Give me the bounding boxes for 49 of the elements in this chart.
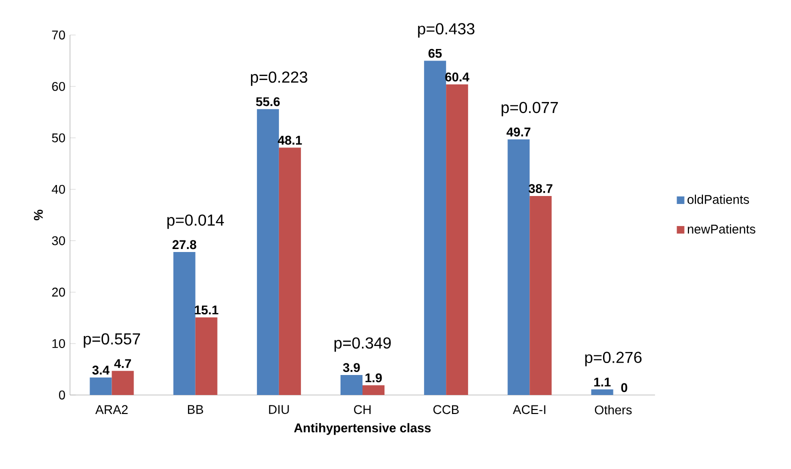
bar bbox=[195, 317, 218, 395]
x-axis-title: Antihypertensive class bbox=[294, 423, 431, 435]
annotation: p=0.557 bbox=[84, 333, 140, 348]
annotation: p=0.433 bbox=[418, 23, 474, 38]
data-label: 1.9 bbox=[366, 373, 382, 382]
y-tick-label: 70 bbox=[52, 30, 66, 40]
bar bbox=[256, 109, 279, 395]
data-label: 55.6 bbox=[256, 97, 280, 106]
legend-label: newPatients bbox=[688, 224, 756, 234]
x-tick-label: Others bbox=[594, 405, 632, 414]
data-label: 27.8 bbox=[172, 240, 196, 250]
data-label: 65 bbox=[428, 48, 442, 58]
annotation: p=0.349 bbox=[334, 337, 391, 352]
bar bbox=[530, 196, 552, 395]
y-tick-label: 10 bbox=[52, 339, 66, 348]
data-label: 49.7 bbox=[506, 128, 530, 136]
bar bbox=[591, 389, 614, 395]
annotation: p=0.276 bbox=[585, 352, 642, 366]
bar bbox=[446, 84, 468, 395]
bar bbox=[278, 148, 301, 395]
data-label: 3.9 bbox=[343, 363, 360, 372]
x-tick-label: ACE-I bbox=[512, 405, 546, 414]
x-tick-label: ARA2 bbox=[95, 405, 128, 414]
x-tick-label: BB bbox=[188, 405, 204, 414]
data-label: 4.7 bbox=[114, 359, 131, 368]
y-tick-label: 30 bbox=[52, 236, 66, 246]
bar bbox=[90, 378, 112, 395]
y-tick-label: 0 bbox=[59, 390, 66, 400]
y-tick-label: 60 bbox=[52, 82, 66, 91]
y-tick-label: 40 bbox=[52, 184, 66, 194]
bar bbox=[508, 139, 530, 395]
annotation: p=0.077 bbox=[502, 102, 558, 116]
data-label: 0 bbox=[621, 383, 628, 392]
y-axis-title: % bbox=[34, 210, 43, 220]
x-tick-label: CCB bbox=[433, 405, 459, 414]
x-tick-label: DIU bbox=[269, 405, 289, 414]
x-tick-label: CH bbox=[354, 405, 371, 414]
bar bbox=[173, 252, 196, 395]
legend-label: oldPatients bbox=[688, 194, 749, 204]
bar bbox=[112, 370, 134, 395]
bar bbox=[362, 385, 385, 395]
y-tick-label: 20 bbox=[52, 288, 66, 297]
annotation: p=0.223 bbox=[250, 71, 308, 86]
bar bbox=[340, 374, 363, 395]
y-tick-label: 50 bbox=[52, 133, 66, 142]
data-label: 3.4 bbox=[92, 366, 110, 375]
bar bbox=[424, 60, 446, 395]
data-label: 1.1 bbox=[594, 378, 611, 386]
annotation: p=0.014 bbox=[167, 214, 224, 229]
